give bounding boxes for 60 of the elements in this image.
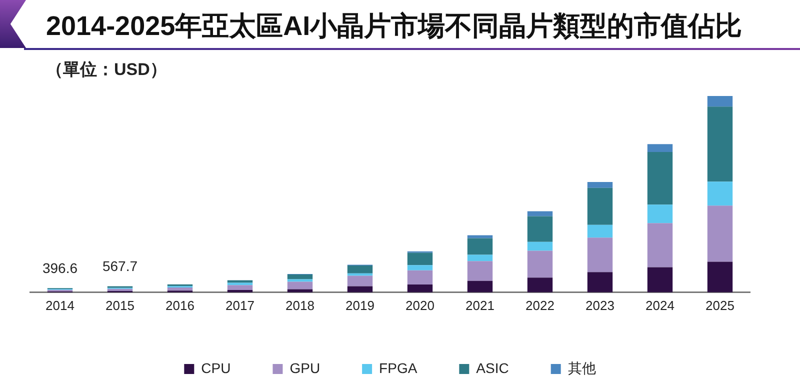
bar	[707, 262, 733, 292]
bar	[587, 224, 613, 238]
bar	[647, 204, 673, 224]
bar	[587, 272, 613, 292]
bar	[707, 106, 733, 182]
bar	[227, 280, 253, 283]
bar	[347, 286, 373, 292]
legend-label: 其他	[568, 360, 596, 376]
x-tick-label: 2025	[706, 298, 734, 313]
bar	[467, 235, 493, 238]
bar	[707, 96, 733, 107]
bar	[347, 276, 373, 286]
chart-title: 2014-2025年亞太區AI小晶片市場不同晶片類型的市值佔比	[46, 10, 742, 43]
bar	[407, 252, 433, 266]
legend-label: GPU	[290, 360, 320, 376]
bar	[527, 242, 553, 251]
x-tick-label: 2015	[106, 298, 134, 313]
bar	[167, 287, 193, 291]
bar	[647, 223, 673, 268]
chart-subtitle: （單位：USD）	[46, 59, 167, 81]
x-tick-label: 2016	[166, 298, 194, 313]
x-tick-label: 2018	[286, 298, 314, 313]
bar	[407, 270, 433, 285]
bar	[287, 279, 313, 282]
x-tick-label: 2024	[646, 298, 674, 313]
x-tick-label: 2019	[346, 298, 374, 313]
bar	[587, 238, 613, 272]
bar	[647, 152, 673, 205]
legend-label: CPU	[201, 360, 231, 376]
x-tick-label: 2021	[466, 298, 494, 313]
x-tick-label: 2023	[586, 298, 614, 313]
bar	[467, 238, 493, 255]
bar	[527, 250, 553, 278]
bar	[527, 278, 553, 292]
bar	[227, 285, 253, 290]
x-tick-label: 2022	[526, 298, 554, 313]
legend-label: FPGA	[379, 360, 418, 376]
bar	[707, 206, 733, 262]
bar	[467, 280, 493, 292]
bar	[407, 284, 433, 292]
bar	[707, 182, 733, 206]
bar	[107, 288, 133, 292]
annotation: 396.6	[42, 260, 78, 276]
bar	[467, 254, 493, 262]
x-tick-label: 2017	[226, 298, 254, 313]
bar	[287, 282, 313, 290]
bar	[407, 265, 433, 270]
x-tick-label: 2020	[406, 298, 434, 313]
x-tick-label: 2014	[46, 298, 74, 313]
bar	[527, 211, 553, 216]
annotation: 567.7	[102, 258, 138, 274]
bar	[287, 274, 313, 280]
bar	[647, 144, 673, 152]
bar	[347, 265, 373, 274]
bar	[587, 188, 613, 225]
legend-label: ASIC	[476, 360, 509, 376]
bar	[647, 267, 673, 292]
bar	[587, 182, 613, 188]
bar	[527, 216, 553, 242]
bar	[467, 261, 493, 281]
